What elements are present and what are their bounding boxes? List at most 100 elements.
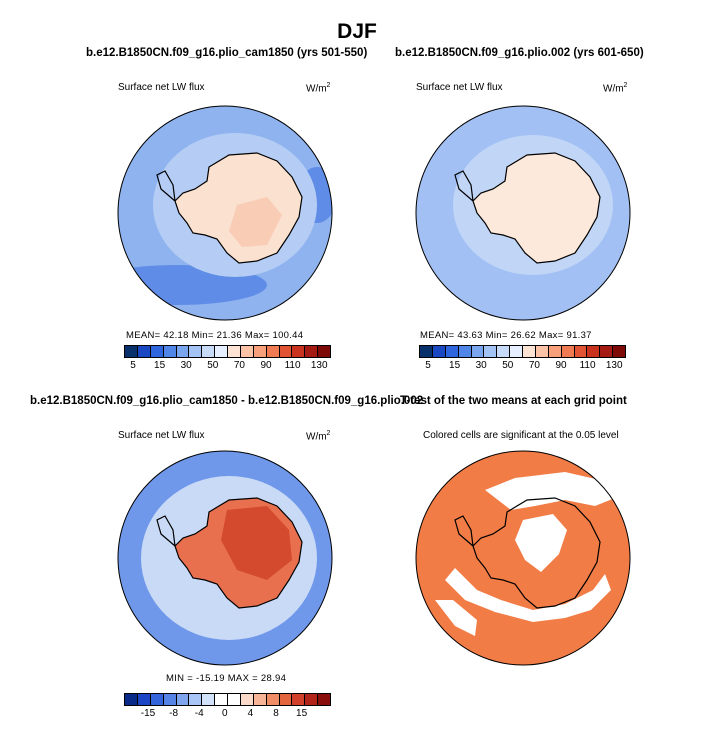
panel4-border — [415, 450, 631, 666]
colorbar-swatch-2 — [445, 346, 459, 357]
colorbar-swatch-7 — [510, 346, 523, 357]
colorbar-swatch-13 — [292, 694, 306, 705]
panel3-border — [117, 450, 333, 666]
colorbar-tick-label: 30 — [475, 360, 487, 371]
colorbar-tick-label: -8 — [169, 708, 179, 719]
colorbar-swatch-15 — [613, 346, 625, 357]
colorbar-swatch-7 — [215, 346, 228, 357]
panel3-units: W/m2 — [306, 430, 330, 442]
colorbar-tick-label: 5 — [425, 360, 431, 371]
panel4-map — [415, 450, 631, 666]
colorbar-swatch-8 — [228, 694, 241, 705]
colorbar-tick-label: 110 — [284, 360, 301, 371]
colorbar-tick-label: 30 — [180, 360, 192, 371]
panel1-units-exp: 2 — [326, 82, 331, 89]
panel1-border — [117, 105, 333, 321]
colorbar-swatch-8 — [228, 346, 241, 357]
panel2-coast — [454, 152, 601, 264]
colorbar-tick-label: 4 — [247, 708, 254, 719]
colorbar-tick-label: 15 — [449, 360, 461, 371]
colorbar-tick-label: 5 — [130, 360, 136, 371]
colorbar-tick-label: 110 — [579, 360, 596, 371]
colorbar-swatch-4 — [471, 346, 485, 357]
colorbar-swatch-10 — [548, 346, 562, 357]
panel2-colorbar — [419, 345, 626, 358]
colorbar-tick-label: 50 — [502, 360, 514, 371]
colorbar-swatch-6 — [497, 346, 511, 357]
colorbar-swatch-1 — [432, 346, 446, 357]
panel2-units: W/m2 — [603, 82, 627, 94]
colorbar-tick-label: 15 — [154, 360, 166, 371]
panel3-stats: MIN = -15.19 MAX = 28.94 — [166, 673, 287, 684]
colorbar-swatch-12 — [279, 694, 293, 705]
colorbar-tick-label: 90 — [555, 360, 567, 371]
panel3-units-base: W/m — [306, 431, 327, 443]
colorbar-swatch-2 — [150, 694, 164, 705]
colorbar-tick-label: 130 — [605, 360, 623, 371]
panel1-colorbar — [124, 345, 331, 358]
colorbar-tick-label: 130 — [310, 360, 328, 371]
panel4-insignificant-interior — [515, 514, 567, 572]
panel4-title: T-test of the two means at each grid poi… — [400, 395, 627, 407]
colorbar-swatch-14 — [305, 346, 319, 357]
colorbar-swatch-14 — [305, 694, 319, 705]
panel4-subtitle: Colored cells are significant at the 0.0… — [423, 430, 619, 441]
panel2-units-exp: 2 — [623, 82, 628, 89]
panel2-variable-label: Surface net LW flux — [416, 82, 503, 93]
colorbar-swatch-3 — [163, 346, 177, 357]
panel1-units-base: W/m — [306, 83, 327, 95]
panel1-stats: MEAN= 42.18 Min= 21.36 Max= 100.44 — [126, 330, 304, 341]
panel2-map — [415, 105, 631, 321]
colorbar-swatch-0 — [420, 346, 433, 357]
colorbar-tick-label: 90 — [260, 360, 272, 371]
colorbar-swatch-5 — [189, 346, 203, 357]
colorbar-swatch-11 — [266, 694, 280, 705]
colorbar-tick-label: 15 — [296, 708, 308, 719]
panel2-stats: MEAN= 43.63 Min= 26.62 Max= 91.37 — [420, 330, 592, 341]
colorbar-swatch-2 — [150, 346, 164, 357]
colorbar-swatch-13 — [587, 346, 601, 357]
colorbar-swatch-5 — [189, 694, 203, 705]
colorbar-swatch-3 — [163, 694, 177, 705]
panel1-map — [117, 105, 333, 321]
panel2-units-base: W/m — [603, 83, 624, 95]
panel4-insignificant-north — [485, 472, 615, 510]
colorbar-swatch-9 — [535, 346, 549, 357]
panel3-variable-label: Surface net LW flux — [118, 430, 205, 441]
panel3-land-hot — [221, 506, 292, 580]
colorbar-swatch-6 — [202, 694, 216, 705]
colorbar-swatch-0 — [125, 346, 138, 357]
colorbar-swatch-11 — [266, 346, 280, 357]
colorbar-swatch-4 — [176, 694, 190, 705]
panel1-title: b.e12.B1850CN.f09_g16.plio_cam1850 (yrs … — [86, 47, 368, 59]
colorbar-swatch-6 — [202, 346, 216, 357]
colorbar-tick-label: 0 — [222, 708, 228, 719]
colorbar-swatch-7 — [215, 694, 228, 705]
panel3-map — [117, 450, 333, 666]
colorbar-swatch-12 — [574, 346, 588, 357]
colorbar-tick-label: 70 — [233, 360, 245, 371]
colorbar-tick-label: 70 — [528, 360, 540, 371]
panel4-coast — [454, 497, 601, 609]
panel3-title: b.e12.B1850CN.f09_g16.plio_cam1850 - b.e… — [30, 395, 424, 407]
colorbar-swatch-10 — [253, 346, 267, 357]
colorbar-swatch-4 — [176, 346, 190, 357]
panel1-coast — [156, 152, 303, 264]
panel2-border — [415, 105, 631, 321]
colorbar-swatch-9 — [240, 346, 254, 357]
colorbar-swatch-15 — [318, 694, 330, 705]
panel3-coast — [156, 497, 303, 609]
colorbar-swatch-12 — [279, 346, 293, 357]
panel3-units-exp: 2 — [326, 430, 331, 437]
colorbar-tick-label: -15 — [140, 708, 156, 719]
panel2-title: b.e12.B1850CN.f09_g16.plio.002 (yrs 601-… — [395, 47, 644, 59]
colorbar-swatch-8 — [523, 346, 536, 357]
colorbar-swatch-1 — [137, 694, 151, 705]
colorbar-swatch-1 — [137, 346, 151, 357]
colorbar-tick-label: 50 — [207, 360, 219, 371]
panel1-variable-label: Surface net LW flux — [118, 82, 205, 93]
colorbar-tick-label: 8 — [273, 708, 279, 719]
colorbar-swatch-5 — [484, 346, 498, 357]
colorbar-swatch-0 — [125, 694, 138, 705]
panel1-land-warm — [229, 197, 282, 247]
